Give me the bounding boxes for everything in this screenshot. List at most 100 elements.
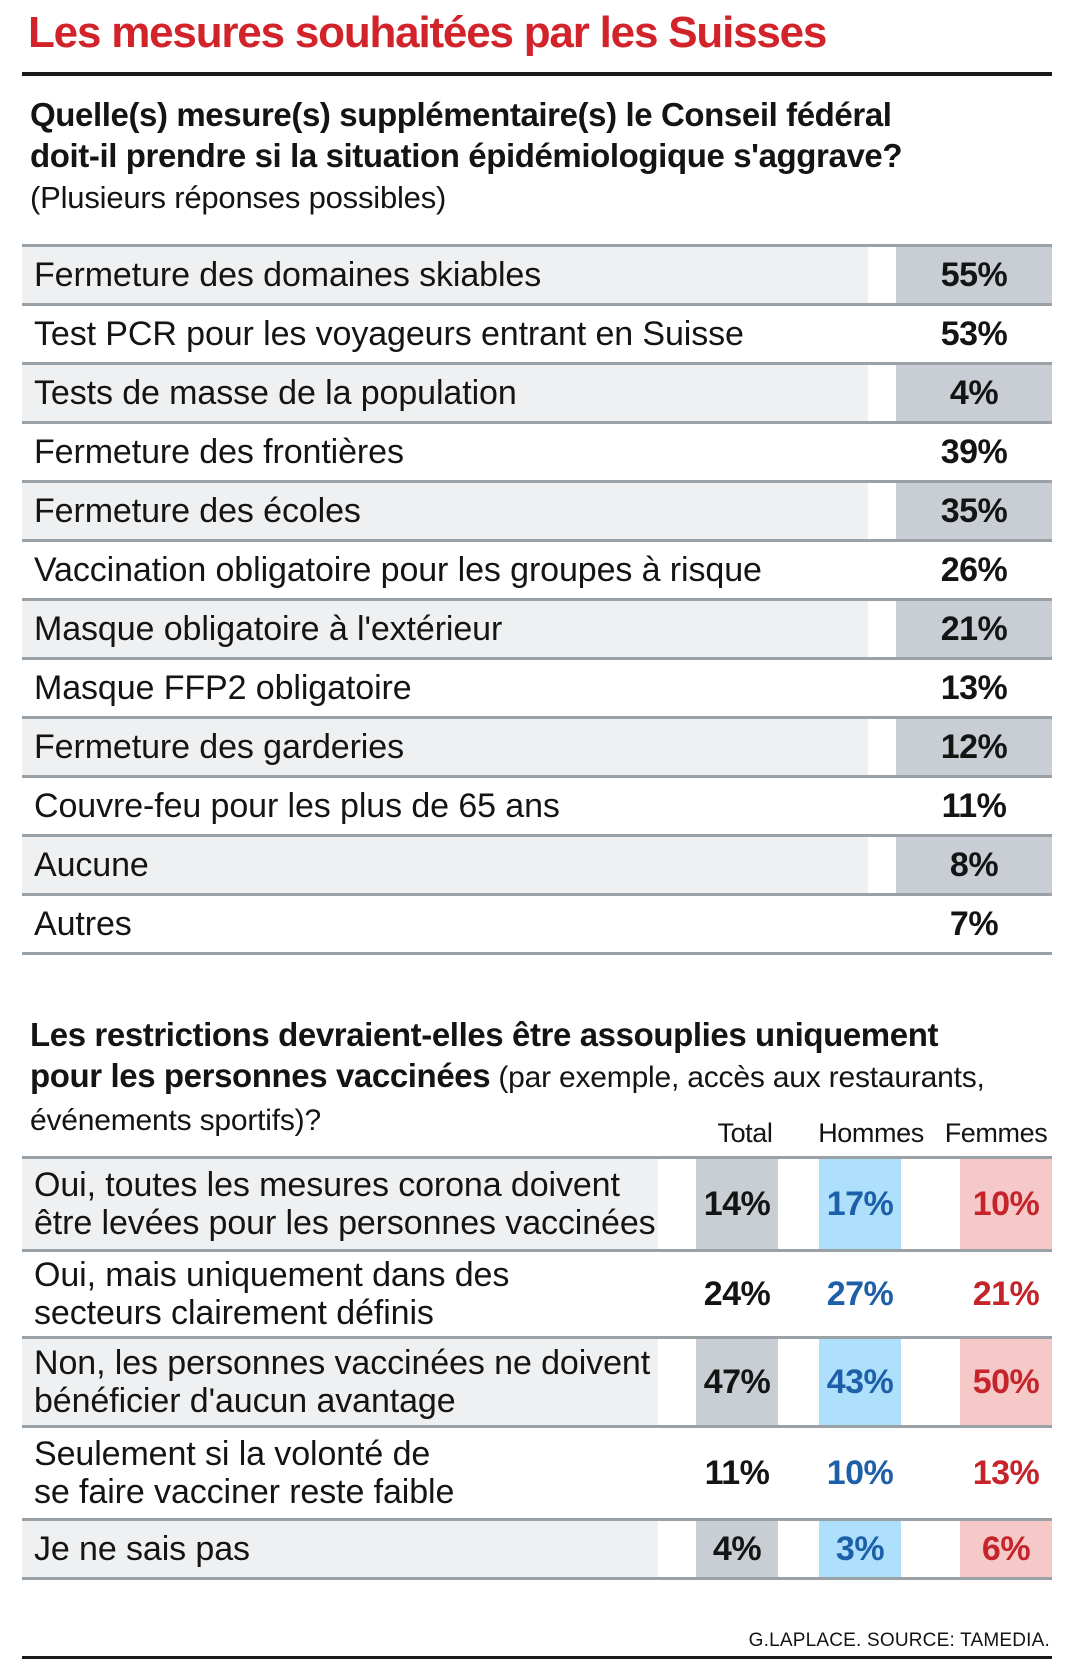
question-2-line-2: pour les personnes vaccinées [30, 1057, 491, 1094]
column-header-femmes: Femmes [944, 1118, 1048, 1148]
hommes-value: 27% [826, 1274, 894, 1313]
total-value: 4% [696, 1521, 778, 1577]
row-gap [778, 1159, 819, 1249]
row-label: Tests de masse de la population [34, 374, 517, 412]
row-label-line-2: bénéficier d'aucun avantage [34, 1382, 456, 1420]
row-label-line-1: Seulement si la volonté de [34, 1435, 431, 1473]
row-gap [658, 1521, 696, 1577]
row-gap [868, 601, 896, 657]
row-label: Oui, toutes les mesures corona doivent êt… [34, 1166, 712, 1242]
question-1-line-2: doit-il prendre si la situation épidémio… [30, 137, 903, 174]
bottom-rule [22, 1656, 1052, 1659]
row-gap [658, 1159, 696, 1249]
row-gap [901, 1159, 960, 1249]
row-gap [901, 1339, 960, 1425]
row-value: 55% [940, 256, 1008, 294]
question-1-line-1: Quelle(s) mesure(s) supplémentaire(s) le… [30, 96, 892, 133]
row-label-line-2: secteurs clairement définis [34, 1294, 434, 1332]
row-gap [778, 1339, 819, 1425]
column-header-total: Total [717, 1118, 773, 1148]
row-value: 35% [940, 492, 1008, 530]
hommes-value: 10% [826, 1453, 894, 1492]
table-row: Oui, mais uniquement dans des secteurs cl… [22, 1252, 1052, 1339]
row-value: 8% [949, 846, 999, 884]
row-value: 11% [941, 787, 1007, 825]
source-credit: G.LAPLACE. SOURCE: TAMEDIA. [748, 1630, 1050, 1651]
hommes-value: 3% [819, 1521, 901, 1577]
total-value: 47% [696, 1339, 778, 1425]
question-2: Les restrictions devraient-elles être as… [30, 1014, 1050, 1141]
row-gap [901, 1521, 960, 1577]
chart-title: Les mesures souhaitées par les Suisses [28, 8, 827, 57]
row-value: 4% [949, 374, 999, 412]
top-rule [22, 72, 1052, 76]
row-label: Masque FFP2 obligatoire [34, 669, 412, 707]
row-gap [868, 247, 896, 303]
value-cell-bg [896, 719, 1052, 775]
row-value: 26% [940, 551, 1008, 589]
row-label: Seulement si la volonté de se faire vacci… [34, 1435, 712, 1511]
row-label: Fermeture des domaines skiables [34, 256, 542, 294]
value-cell-bg [896, 365, 1052, 421]
femmes-value: 6% [960, 1521, 1052, 1577]
table-row: Fermeture des garderies 12% [22, 719, 1052, 778]
table-row: Fermeture des domaines skiables 55% [22, 247, 1052, 306]
femmes-value: 50% [960, 1339, 1052, 1425]
row-gap [868, 719, 896, 775]
row-label: Masque obligatoire à l'extérieur [34, 610, 503, 648]
row-label: Vaccination obligatoire pour les groupes… [34, 551, 762, 589]
total-value: 24% [703, 1274, 771, 1313]
femmes-value: 21% [972, 1274, 1040, 1313]
value-cell-bg [896, 483, 1052, 539]
question-1-note: (Plusieurs réponses possibles) [30, 180, 447, 215]
row-label-line-1: Non, les personnes vaccinées ne doivent [34, 1344, 651, 1382]
table-row: Couvre-feu pour les plus de 65 ans 11% [22, 778, 1052, 837]
value-cell-bg [896, 837, 1052, 893]
femmes-value: 13% [972, 1453, 1040, 1492]
table-row: Autres 7% [22, 896, 1052, 955]
row-label: Fermeture des frontières [34, 433, 404, 471]
table-row: Fermeture des écoles 35% [22, 483, 1052, 542]
table-row: Tests de masse de la population 4% [22, 365, 1052, 424]
table-row: Masque obligatoire à l'extérieur 21% [22, 601, 1052, 660]
total-value: 14% [696, 1159, 778, 1249]
row-label: Oui, mais uniquement dans des secteurs cl… [34, 1256, 712, 1332]
table-row: Test PCR pour les voyageurs entrant en S… [22, 306, 1052, 365]
row-label: Je ne sais pas [34, 1530, 712, 1568]
femmes-value: 10% [960, 1159, 1052, 1249]
row-gap [868, 837, 896, 893]
table-row: Masque FFP2 obligatoire 13% [22, 660, 1052, 719]
question-2-line-1: Les restrictions devraient-elles être as… [30, 1016, 939, 1053]
row-value: 7% [949, 905, 999, 943]
value-cell-bg [896, 247, 1052, 303]
row-label-line-2: se faire vacciner reste faible [34, 1473, 455, 1511]
row-label: Aucune [34, 846, 149, 884]
table-row: Fermeture des frontières 39% [22, 424, 1052, 483]
hommes-value: 17% [819, 1159, 901, 1249]
table-row: Oui, toutes les mesures corona doivent êt… [22, 1159, 1052, 1252]
row-label-line-1: Je ne sais pas [34, 1530, 250, 1568]
table-row: Seulement si la volonté de se faire vacci… [22, 1428, 1052, 1521]
row-value: 39% [940, 433, 1008, 471]
row-value: 53% [940, 315, 1008, 353]
row-gap [868, 365, 896, 421]
row-label: Non, les personnes vaccinées ne doivent b… [34, 1344, 712, 1420]
row-label: Autres [34, 905, 132, 943]
question-1: Quelle(s) mesure(s) supplémentaire(s) le… [30, 94, 1040, 218]
question-2-note-2: événements sportifs)? [30, 1104, 321, 1137]
measures-table: Fermeture des domaines skiables 55% Test P… [22, 244, 1052, 955]
hommes-value: 43% [819, 1339, 901, 1425]
column-header-hommes: Hommes [818, 1118, 924, 1148]
row-gap [778, 1521, 819, 1577]
row-label: Fermeture des écoles [34, 492, 361, 530]
table-row: Aucune 8% [22, 837, 1052, 896]
row-label: Fermeture des garderies [34, 728, 404, 766]
question-2-note-1: (par exemple, accès aux restaurants, [490, 1061, 985, 1094]
row-value: 13% [940, 669, 1008, 707]
row-label: Test PCR pour les voyageurs entrant en S… [34, 315, 744, 353]
row-label-line-2: être levées pour les personnes vaccinées [34, 1204, 656, 1242]
row-label-line-1: Oui, toutes les mesures corona doivent [34, 1166, 620, 1204]
row-value: 21% [940, 610, 1008, 648]
row-label-line-1: Oui, mais uniquement dans des [34, 1256, 510, 1294]
value-cell-bg [896, 601, 1052, 657]
